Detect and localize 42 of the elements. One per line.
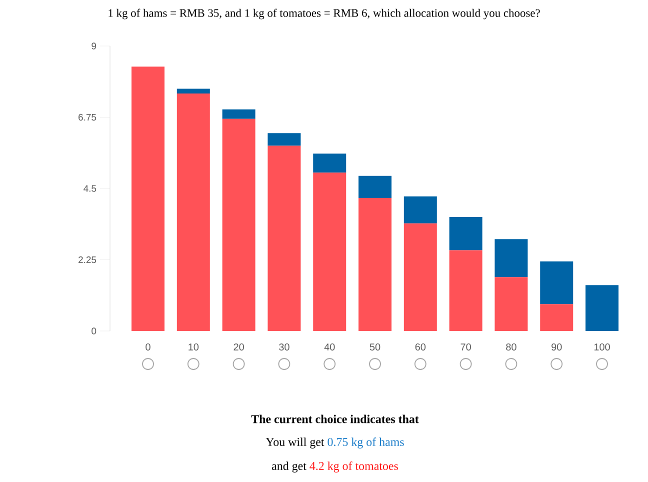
text: 4.2 kg of tomatoes bbox=[310, 461, 398, 472]
y-tick-label: 4.5 bbox=[84, 185, 96, 192]
bar bbox=[540, 261, 574, 304]
text: and get bbox=[272, 462, 306, 472]
text: You will get bbox=[266, 438, 324, 448]
bar bbox=[540, 304, 574, 331]
bar bbox=[176, 94, 210, 331]
y-tick-label: 0 bbox=[92, 328, 96, 334]
x-tick-label: 90 bbox=[552, 343, 562, 351]
bar bbox=[449, 217, 482, 250]
text: 0.75 kg of hams bbox=[328, 437, 404, 448]
bar bbox=[404, 196, 437, 224]
bar bbox=[586, 285, 619, 331]
x-tick-label: 20 bbox=[234, 343, 244, 351]
chart-title: 1 kg of hams = RMB 35, and 1 kg of tomatoes = RMB 6, which allocation would you choose? bbox=[108, 8, 540, 20]
bar bbox=[268, 146, 301, 331]
x-tick-label: 50 bbox=[370, 343, 380, 351]
x-tick-label: 0 bbox=[146, 343, 150, 351]
y-tick-label: 2.25 bbox=[78, 256, 96, 264]
x-tick-label: 80 bbox=[506, 343, 516, 351]
bar bbox=[494, 277, 528, 331]
x-tick-label: 60 bbox=[415, 343, 426, 351]
x-tick-label: 10 bbox=[188, 343, 199, 351]
y-tick-label: 9 bbox=[92, 42, 96, 50]
bar bbox=[313, 154, 346, 173]
bar bbox=[358, 198, 392, 331]
x-tick-label: 40 bbox=[324, 343, 335, 351]
bar bbox=[494, 239, 528, 278]
bar bbox=[313, 172, 346, 331]
bar bbox=[404, 223, 437, 331]
x-tick-label: 100 bbox=[594, 343, 610, 351]
bar bbox=[222, 109, 256, 119]
x-tick-label: 70 bbox=[460, 343, 471, 351]
bar bbox=[358, 176, 392, 198]
text: The current choice indicates that bbox=[251, 414, 419, 424]
bar bbox=[132, 66, 165, 331]
bar bbox=[268, 133, 301, 146]
bar bbox=[449, 250, 482, 331]
bar bbox=[176, 88, 210, 94]
y-tick-label: 6.75 bbox=[78, 114, 96, 121]
x-tick-label: 30 bbox=[279, 343, 290, 351]
bar bbox=[222, 118, 256, 331]
